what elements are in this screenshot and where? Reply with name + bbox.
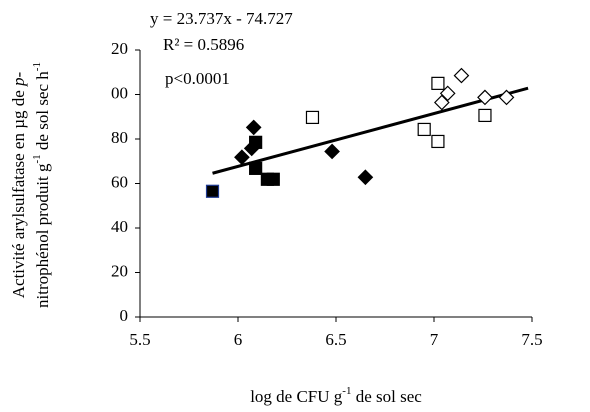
x-tick-label: 7.5: [521, 330, 542, 349]
point: [249, 161, 263, 175]
y-label-part: de sol sec h: [33, 71, 52, 155]
trend-line: [212, 86, 529, 175]
y-label-line: Activité arylsulfatase en µg de p-: [9, 71, 28, 298]
x-label-sup: -1: [342, 385, 351, 397]
y-tick-label: 20: [111, 39, 128, 58]
y-label: Activité arylsulfatase en µg de p- nitro…: [9, 62, 52, 308]
point: [439, 85, 456, 102]
x-tick-label: 6.5: [325, 330, 346, 349]
point: [453, 67, 470, 84]
x-label: log de CFU g-1 de sol sec: [250, 385, 422, 406]
y-tick-label: 60: [111, 172, 128, 191]
y-tick-label: 00: [111, 83, 128, 102]
y-label-part: nitrophénol produit g: [33, 163, 52, 308]
y-tick-label: 80: [111, 128, 128, 147]
point: [245, 119, 262, 136]
point: [305, 110, 320, 125]
point: [205, 184, 220, 198]
point: [234, 149, 250, 166]
x-label-part: log de CFU g: [250, 387, 343, 406]
point: [266, 172, 280, 186]
y-label-part: p: [9, 77, 28, 87]
y-label-line: nitrophénol produit g-1 de sol sec h-1: [31, 62, 52, 308]
point: [431, 76, 445, 90]
point: [324, 143, 340, 160]
point: [357, 169, 374, 186]
y-label-part: Activité arylsulfatase en µg de: [9, 86, 28, 298]
y-label-sup: -1: [31, 62, 43, 71]
equation: y = 23.737x - 74.727: [150, 9, 293, 28]
point: [433, 94, 450, 111]
x-label-part: de sol sec: [351, 387, 422, 406]
x-tick-label: 6: [234, 330, 243, 349]
x-tick-label: 5.5: [129, 330, 150, 349]
point: [249, 135, 263, 149]
point: [417, 122, 431, 137]
y-label-sup: -1: [31, 154, 43, 163]
point: [477, 89, 493, 106]
r-squared: R² = 0.5896: [163, 35, 244, 54]
x-tick-label: 7: [430, 330, 439, 349]
point: [478, 108, 492, 123]
y-tick-label: 20: [111, 261, 128, 280]
point: [498, 89, 515, 106]
point: [431, 134, 445, 149]
y-tick-label: 0: [120, 306, 129, 325]
y-label-part: -: [9, 71, 28, 77]
y-tick-label: 40: [111, 217, 128, 236]
p-value: p<0.0001: [165, 69, 230, 88]
